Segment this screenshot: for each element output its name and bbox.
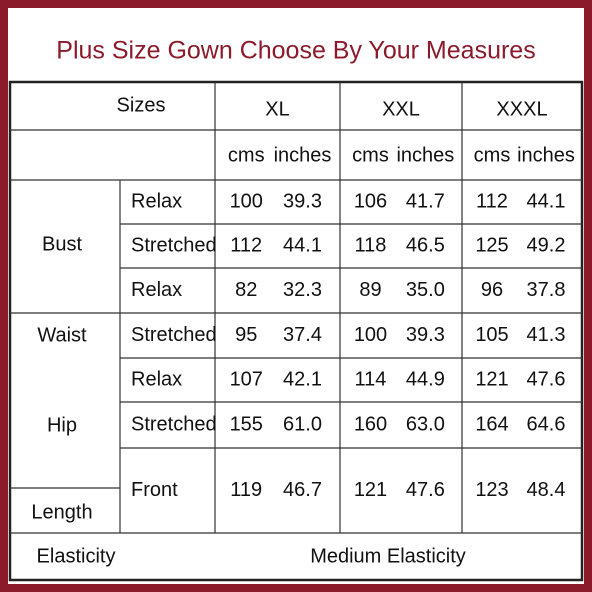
unit-header: inches: [396, 144, 454, 166]
measure-label: Stretched: [131, 413, 217, 435]
unit-header: inches: [517, 144, 575, 166]
cell-value: 82: [235, 279, 257, 301]
measure-label: Stretched: [131, 234, 217, 256]
cell-value: 44.1: [527, 190, 566, 212]
cell-value: 89: [359, 279, 381, 301]
cell-value: 44.9: [406, 368, 445, 390]
group-label: Waist: [37, 324, 87, 346]
unit-header: inches: [274, 144, 332, 166]
cell-value: 155: [230, 413, 263, 435]
cell-value: 37.8: [527, 279, 566, 301]
unit-header: cms: [228, 144, 265, 166]
cell-value: 63.0: [406, 413, 445, 435]
cell-value: 118: [355, 234, 387, 256]
cell-value: 39.3: [283, 190, 322, 212]
cell-value: 100: [230, 190, 263, 212]
cell-value: 46.7: [283, 479, 322, 501]
table-border: [8, 80, 584, 582]
cell-value: 41.3: [527, 324, 566, 346]
cell-value: 37.4: [283, 324, 322, 346]
cell-value: 42.1: [283, 368, 322, 390]
cell-value: 112: [476, 190, 508, 212]
group-label: Length: [31, 501, 92, 523]
measure-label: Stretched: [131, 324, 217, 346]
title: Plus Size Gown Choose By Your Measures: [56, 37, 535, 65]
cell-value: 96: [481, 279, 503, 301]
size-header: XL: [265, 98, 289, 120]
group-label: Bust: [42, 233, 82, 255]
cell-value: 44.1: [283, 234, 322, 256]
cell-value: 105: [475, 324, 508, 346]
measure-label: Relax: [131, 190, 182, 212]
cell-value: 121: [475, 368, 508, 390]
size-header: XXL: [382, 98, 420, 120]
cell-value: 114: [355, 368, 387, 390]
cell-value: 49.2: [527, 234, 566, 256]
cell-value: 46.5: [406, 234, 445, 256]
cell-value: 61.0: [283, 413, 322, 435]
cell-value: 95: [235, 324, 257, 346]
cell-value: 164: [475, 413, 508, 435]
measure-label: Relax: [131, 368, 182, 390]
cell-value: 121: [354, 479, 387, 501]
cell-value: 107: [230, 368, 263, 390]
cell-value: 125: [475, 234, 508, 256]
unit-header: cms: [352, 144, 389, 166]
footer-value: Medium Elasticity: [310, 545, 466, 567]
cell-value: 32.3: [283, 279, 322, 301]
cell-value: 47.6: [406, 479, 445, 501]
size-header: XXXL: [496, 98, 547, 120]
cell-value: 47.6: [527, 368, 566, 390]
sizes-label: Sizes: [117, 94, 166, 116]
footer-label: Elasticity: [37, 545, 116, 567]
cell-value: 106: [354, 190, 387, 212]
cell-value: 41.7: [406, 190, 445, 212]
unit-header: cms: [474, 144, 511, 166]
cell-value: 35.0: [406, 279, 445, 301]
cell-value: 123: [475, 479, 508, 501]
cell-value: 119: [230, 479, 262, 501]
cell-value: 100: [354, 324, 387, 346]
cell-value: 64.6: [527, 413, 566, 435]
group-label: Hip: [47, 414, 77, 436]
cell-value: 39.3: [406, 324, 445, 346]
cell-value: 48.4: [527, 479, 566, 501]
measure-label: Relax: [131, 279, 182, 301]
cell-value: 160: [354, 413, 387, 435]
cell-value: 112: [230, 234, 262, 256]
measure-label: Front: [131, 479, 178, 501]
